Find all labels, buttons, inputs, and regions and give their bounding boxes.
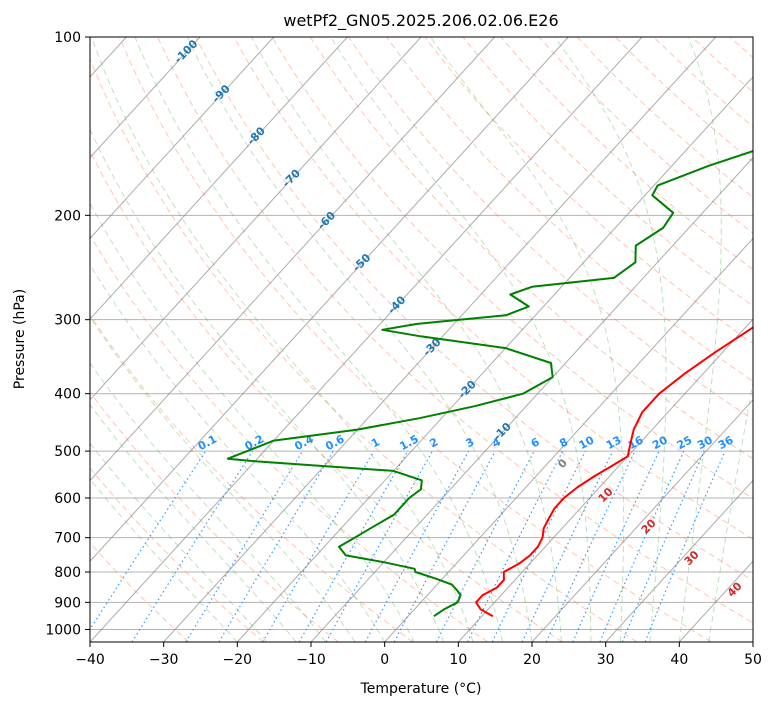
- x-tick-label: −40: [75, 652, 105, 668]
- mixing-ratio-line: [545, 450, 636, 642]
- moist-adiabat-line: [90, 263, 386, 642]
- x-axis-label: Temperature (°C): [360, 681, 482, 697]
- y-tick-label: 800: [54, 565, 81, 581]
- isotherm-line: [605, 479, 753, 642]
- isotherm-line: [90, 37, 275, 240]
- y-tick-label: 500: [54, 444, 81, 460]
- chart-title: wetPf2_GN05.2025.206.02.06.E26: [283, 11, 558, 31]
- isotherm-line: [384, 237, 753, 642]
- x-tick-label: −20: [223, 652, 253, 668]
- mixing-ratio-label: 36: [716, 433, 736, 452]
- y-tick-label: 600: [54, 491, 81, 507]
- mixing-ratio-label: 13: [604, 433, 624, 452]
- dry-adiabat-line: [271, 37, 753, 500]
- moist-adiabat-line: [250, 37, 562, 642]
- mixing-ratio-line: [521, 450, 614, 642]
- moist-adiabat-line: [134, 37, 503, 642]
- dry-adiabat-line: [386, 37, 753, 382]
- plot-frame: [89, 36, 754, 643]
- dry-adiabat-line: [90, 467, 264, 642]
- dry-adiabat-line: [90, 542, 190, 642]
- mixing-ratio-line: [185, 450, 304, 642]
- moist-adiabat-line: [90, 403, 297, 642]
- mixing-ratio-lines: [90, 450, 726, 642]
- isotherm-line: [90, 37, 201, 159]
- dry-adiabat-line: [157, 37, 753, 624]
- moist-adiabat-line: [186, 37, 533, 642]
- isotherm-line: [90, 37, 348, 320]
- isotherm-line: [310, 156, 753, 642]
- x-tick-label: 50: [744, 652, 762, 668]
- moist-adiabat-line: [554, 37, 667, 642]
- mixing-ratio-label: 10: [577, 433, 597, 452]
- moist-adiabat-line: [90, 362, 327, 642]
- dry-adiabat-line: [309, 37, 753, 460]
- mixing-ratio-label: 25: [675, 433, 695, 452]
- pressure-gridlines: [90, 37, 753, 630]
- isotherm-line: [236, 76, 753, 642]
- isotherm-line: [90, 37, 569, 563]
- mixing-ratio-line: [90, 450, 207, 631]
- mixing-ratio-line: [491, 450, 586, 642]
- x-axis-ticks: −40 −30 −20 −10 0 10 20 30 40 50: [75, 642, 762, 668]
- dry-adiabat-line: [90, 58, 638, 642]
- y-tick-label: 1000: [45, 622, 81, 638]
- x-tick-label: 30: [597, 652, 615, 668]
- moist-adiabat-line: [708, 379, 753, 642]
- y-tick-label: 200: [54, 208, 81, 224]
- moist-adiabat-line: [90, 128, 445, 642]
- mixing-ratio-line: [393, 450, 496, 642]
- mixing-ratio-line: [131, 450, 254, 642]
- y-tick-label: 900: [54, 595, 81, 611]
- x-tick-label: 10: [449, 652, 467, 668]
- moist-adiabat-line: [90, 315, 356, 642]
- y-axis-label: Pressure (hPa): [12, 289, 28, 389]
- dry-adiabat-line: [195, 37, 753, 582]
- dry-adiabat-line: [90, 234, 488, 642]
- y-tick-label: 100: [54, 30, 81, 46]
- y-tick-label: 300: [54, 313, 81, 329]
- dry-adiabat-line: [347, 37, 753, 421]
- moist-adiabat-line: [678, 37, 722, 642]
- y-tick-label: 700: [54, 531, 81, 547]
- isotherm-line: [90, 37, 496, 482]
- profile-series: [226, 150, 753, 618]
- mixing-ratio-label: 20: [650, 433, 670, 452]
- mixing-ratio-line: [218, 450, 334, 642]
- x-tick-label: 20: [523, 652, 541, 668]
- x-tick-label: −30: [149, 652, 179, 668]
- dry-adiabat-line: [90, 149, 563, 642]
- y-axis-ticks: 100 200 300 400 500 600 700 800 900 1000: [45, 30, 90, 638]
- mixing-ratio-label: 30: [695, 433, 715, 452]
- mixing-ratio-line: [262, 450, 375, 642]
- x-tick-label: 0: [380, 652, 389, 668]
- mixing-ratio-line: [364, 450, 470, 642]
- temperature-profile: [475, 326, 753, 618]
- mixing-ratio-line: [466, 450, 564, 642]
- dewpoint-profile: [226, 150, 753, 618]
- isotherm-line: [90, 37, 643, 642]
- isotherms: [90, 37, 753, 642]
- x-tick-label: −10: [296, 652, 326, 668]
- isotherm-line: [531, 399, 753, 642]
- x-tick-label: 40: [670, 652, 688, 668]
- y-tick-label: 400: [54, 387, 81, 403]
- moist-adiabat-line: [330, 37, 592, 642]
- isotherm-line: [90, 37, 422, 401]
